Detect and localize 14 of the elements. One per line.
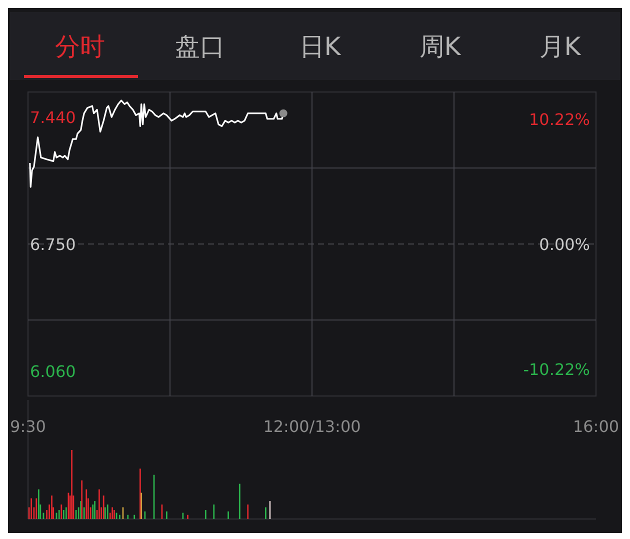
- text: 周K: [419, 32, 462, 61]
- x-tick-label: 12:00/13:00: [263, 417, 361, 436]
- y-tick-label: 6.750: [30, 235, 76, 254]
- text: 分时: [55, 32, 105, 61]
- text: 盘口: [175, 32, 225, 61]
- y-tick-label: 7.440: [30, 108, 76, 128]
- x-tick-label: 9:30: [10, 417, 46, 436]
- y2-tick-label: 10.22%: [528, 110, 590, 130]
- text: 月K: [539, 32, 582, 61]
- text: 日K: [299, 32, 342, 61]
- y2-tick-label: 0.00%: [539, 235, 590, 254]
- y2-tick-label: -10.22%: [523, 360, 590, 379]
- x-tick-label: 16:00: [572, 417, 620, 436]
- y-tick-label: 6.060: [30, 362, 76, 381]
